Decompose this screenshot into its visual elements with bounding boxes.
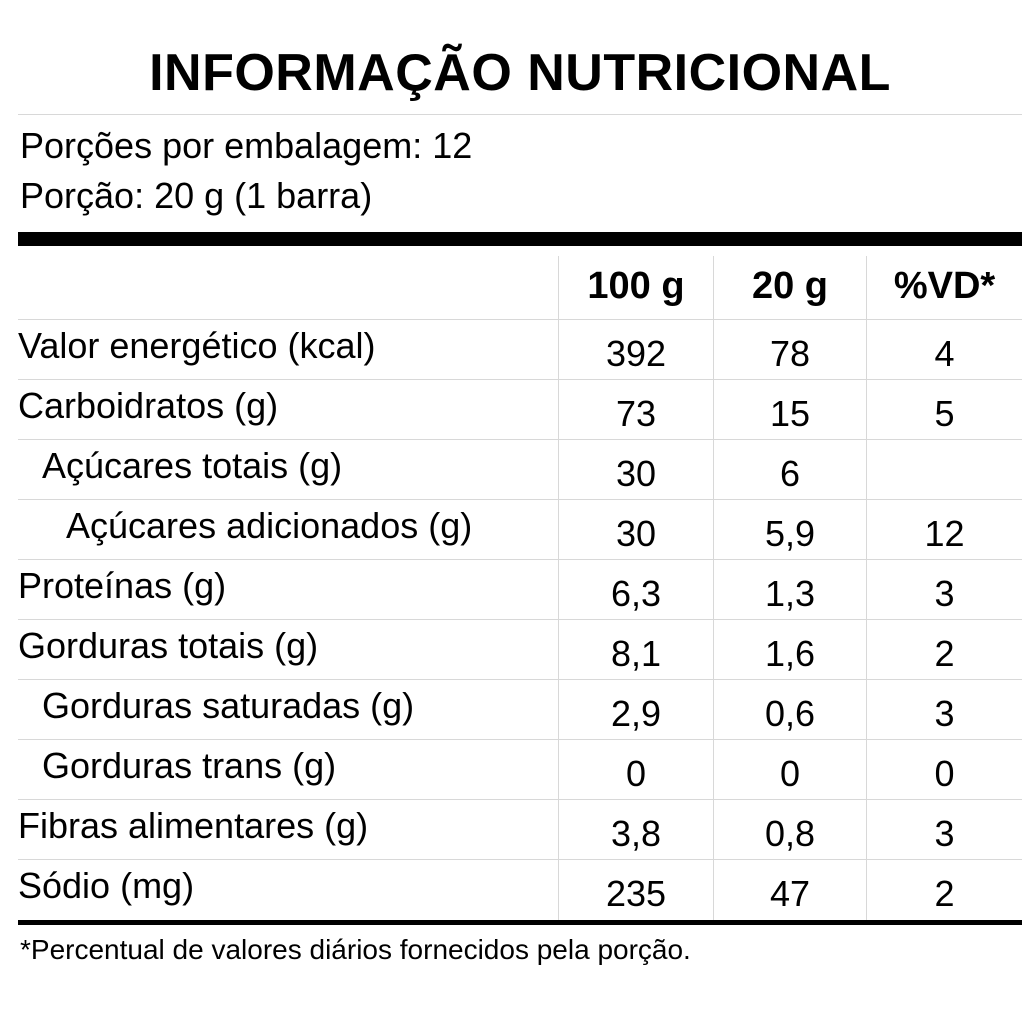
value-per-100g: 8,1 — [558, 620, 713, 679]
servings-per-package: Porções por embalagem: 12 — [20, 125, 473, 166]
value-vd: 3 — [866, 560, 1022, 619]
value-vd: 2 — [866, 860, 1022, 920]
value-vd: 2 — [866, 620, 1022, 679]
table-header-row: 100 g 20 g %VD* — [18, 256, 1022, 320]
nutrient-name: Carboidratos (g) — [18, 385, 279, 426]
table-row: Carboidratos (g) 73 15 5 — [18, 380, 1022, 440]
nutrition-table: 100 g 20 g %VD* Valor energético (kcal) … — [18, 256, 1022, 920]
value-per-100g: 6,3 — [558, 560, 713, 619]
value-per-20g: 6 — [713, 440, 866, 499]
label-title: INFORMAÇÃO NUTRICIONAL — [149, 44, 891, 102]
nutrient-name: Valor energético (kcal) — [18, 325, 376, 366]
value-per-20g: 0 — [713, 740, 866, 799]
thick-divider — [18, 232, 1022, 246]
header-blank-cell — [18, 256, 558, 319]
value-per-20g: 1,6 — [713, 620, 866, 679]
value-per-20g: 47 — [713, 860, 866, 920]
value-vd: 5 — [866, 380, 1022, 439]
value-per-100g: 73 — [558, 380, 713, 439]
serving-size: Porção: 20 g (1 barra) — [20, 175, 373, 216]
value-per-20g: 0,8 — [713, 800, 866, 859]
value-vd: 12 — [866, 500, 1022, 559]
value-per-100g: 235 — [558, 860, 713, 920]
table-row: Açúcares totais (g) 30 6 — [18, 440, 1022, 500]
value-per-100g: 30 — [558, 500, 713, 559]
value-vd: 3 — [866, 680, 1022, 739]
value-per-100g: 3,8 — [558, 800, 713, 859]
table-row: Gorduras totais (g) 8,1 1,6 2 — [18, 620, 1022, 680]
column-header-100g: 100 g — [558, 256, 713, 319]
value-per-100g: 2,9 — [558, 680, 713, 739]
value-per-100g: 392 — [558, 320, 713, 379]
value-per-20g: 78 — [713, 320, 866, 379]
table-row: Proteínas (g) 6,3 1,3 3 — [18, 560, 1022, 620]
table-row: Valor energético (kcal) 392 78 4 — [18, 320, 1022, 380]
value-vd: 3 — [866, 800, 1022, 859]
nutrient-name: Gorduras totais (g) — [18, 625, 319, 666]
value-per-100g: 0 — [558, 740, 713, 799]
value-per-20g: 5,9 — [713, 500, 866, 559]
column-header-20g: 20 g — [713, 256, 866, 319]
value-per-20g: 15 — [713, 380, 866, 439]
nutrient-name: Sódio (mg) — [18, 865, 195, 906]
value-per-20g: 0,6 — [713, 680, 866, 739]
column-header-vd: %VD* — [866, 256, 1022, 319]
value-vd: 0 — [866, 740, 1022, 799]
value-per-20g: 1,3 — [713, 560, 866, 619]
bottom-divider — [18, 920, 1022, 925]
nutrient-name: Gorduras trans (g) — [42, 745, 337, 786]
table-row: Sódio (mg) 235 47 2 — [18, 860, 1022, 920]
value-vd: 4 — [866, 320, 1022, 379]
value-per-100g: 30 — [558, 440, 713, 499]
nutrient-name: Proteínas (g) — [18, 565, 227, 606]
footnote: *Percentual de valores diários fornecido… — [20, 934, 691, 965]
nutrient-name: Fibras alimentares (g) — [18, 805, 369, 846]
nutrient-name: Açúcares totais (g) — [42, 445, 343, 486]
table-row: Gorduras trans (g) 0 0 0 — [18, 740, 1022, 800]
table-row: Fibras alimentares (g) 3,8 0,8 3 — [18, 800, 1022, 860]
nutrient-name: Açúcares adicionados (g) — [66, 505, 473, 546]
title-divider — [18, 114, 1022, 115]
table-row: Açúcares adicionados (g) 30 5,9 12 — [18, 500, 1022, 560]
value-vd — [866, 440, 1022, 499]
table-row: Gorduras saturadas (g) 2,9 0,6 3 — [18, 680, 1022, 740]
nutrient-name: Gorduras saturadas (g) — [42, 685, 415, 726]
